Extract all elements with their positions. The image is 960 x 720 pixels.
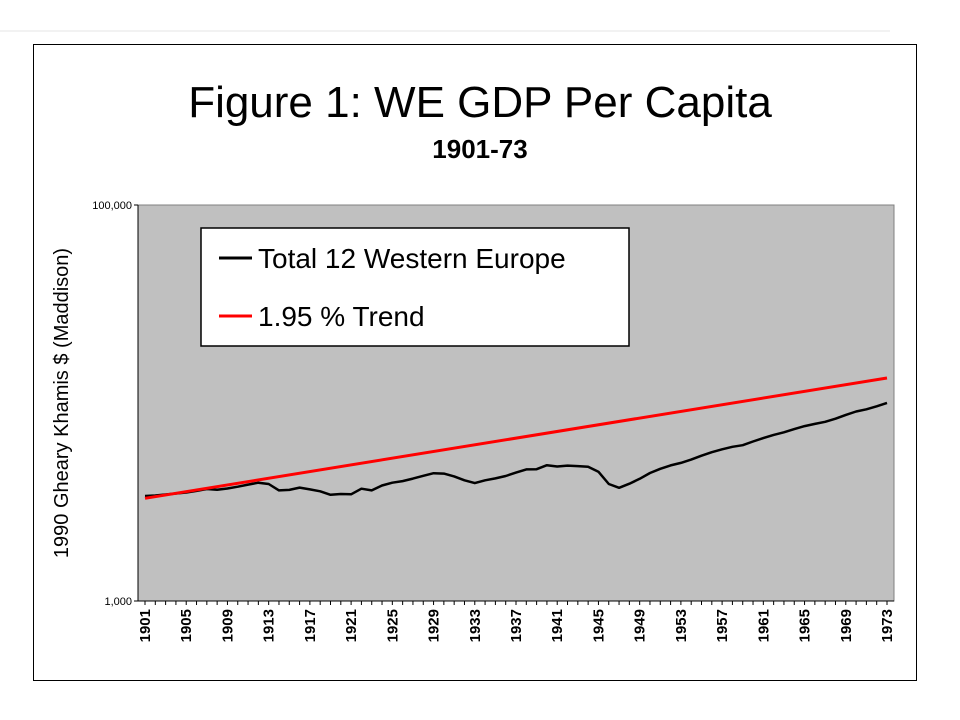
x-tick-label: 1949	[632, 609, 649, 642]
series-lines	[144, 376, 888, 500]
x-tick-label: 1921	[343, 609, 360, 642]
y-axis-label: 1990 Gheary Khamis $ (Maddison)	[51, 248, 73, 558]
x-tick-label: 1929	[426, 609, 443, 642]
legend-box	[200, 227, 630, 347]
x-tick-label: 1973	[879, 609, 896, 642]
x-tick-label: 1961	[755, 609, 772, 642]
legend-label-trend: 1.95 % Trend	[258, 301, 425, 332]
chart-title: Figure 1: WE GDP Per Capita	[188, 78, 772, 127]
x-tick-label: 1901	[137, 609, 154, 642]
x-tick-label: 1913	[261, 609, 278, 642]
y-tick-labels: 1,000 100,000	[92, 200, 132, 608]
y-tick-label: 100,000	[92, 200, 132, 212]
x-tick-label: 1941	[549, 609, 566, 642]
x-tick-label: 1917	[302, 609, 319, 642]
top-rule	[0, 30, 890, 32]
series-line-total-12-western-europe	[144, 401, 888, 498]
x-tick-label: 1957	[714, 609, 731, 642]
series-line-1-95-trend	[144, 376, 888, 500]
axes	[134, 204, 894, 605]
x-tick-label: 1905	[178, 609, 195, 642]
legend-label-total-12-western-europe: Total 12 Western Europe	[258, 243, 566, 274]
chart-subtitle: 1901-73	[432, 134, 528, 164]
y-tick-label: 1,000	[104, 596, 132, 608]
x-tick-label: 1953	[673, 609, 690, 642]
x-tick-label: 1909	[219, 609, 236, 642]
x-tick-label: 1969	[838, 609, 855, 642]
x-tick-label: 1933	[467, 609, 484, 642]
x-tick-label: 1925	[384, 609, 401, 642]
x-tick-label: 1945	[590, 609, 607, 642]
x-tick-label: 1965	[797, 609, 814, 642]
legend: Total 12 Western Europe 1.95 % Trend	[200, 227, 630, 347]
x-tick-labels: 1901 1905 1909 1913 1917 1921 1925 1929 1933 1937…	[137, 609, 896, 642]
x-tick-label: 1937	[508, 609, 525, 642]
